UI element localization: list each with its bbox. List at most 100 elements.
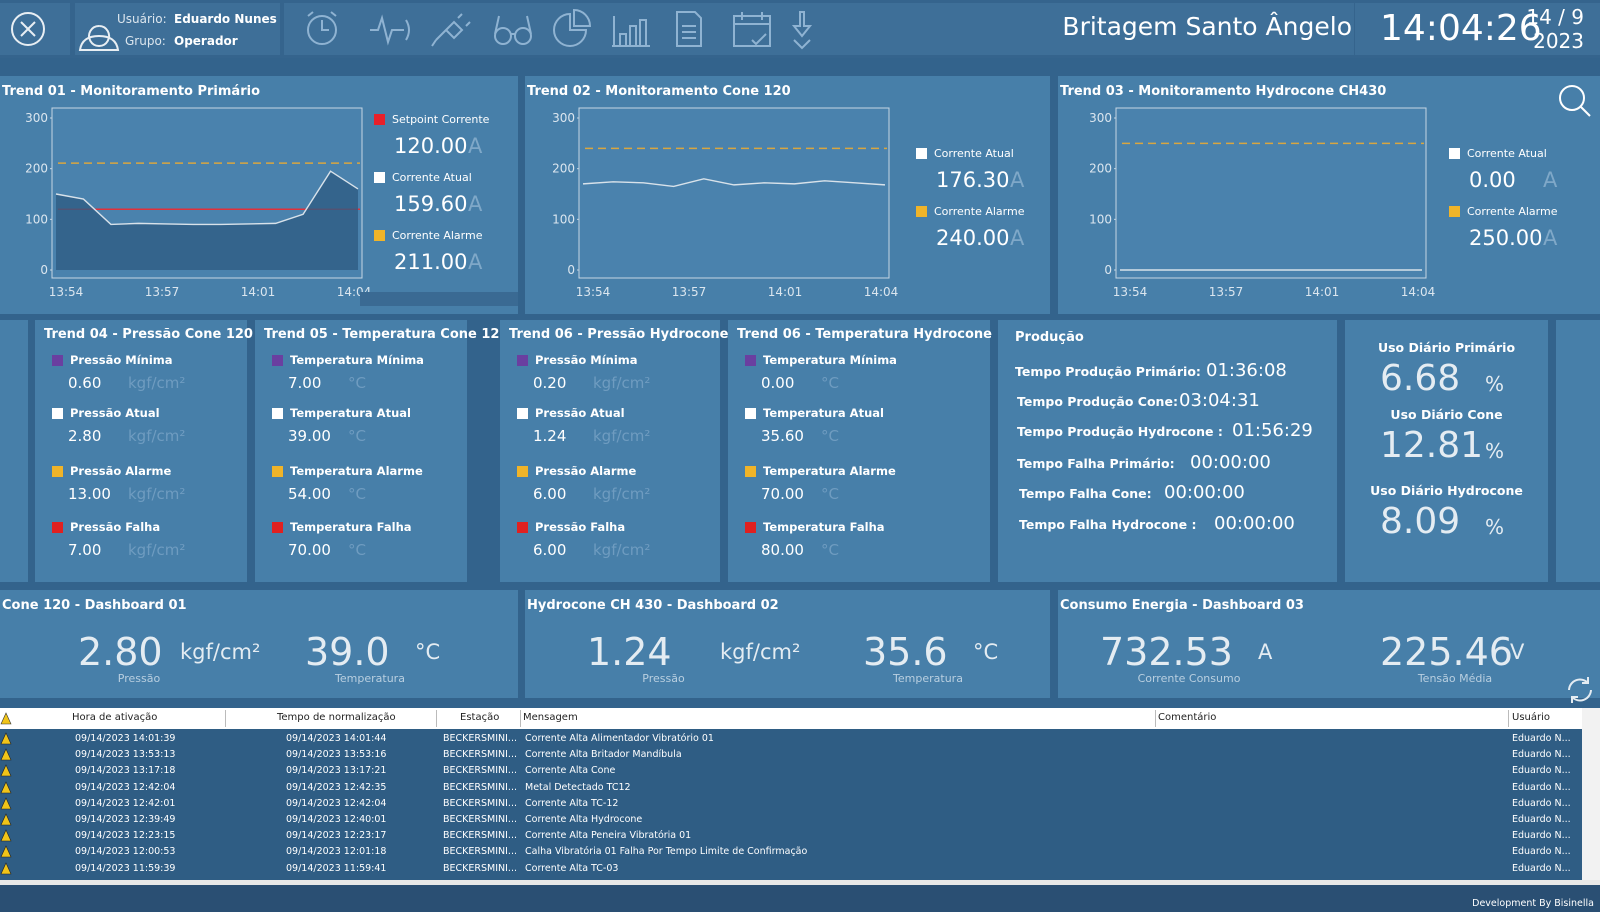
table-cell[interactable]: 09/14/2023 12:42:04 xyxy=(286,797,387,809)
table-cell[interactable]: 09/14/2023 14:01:44 xyxy=(286,733,387,744)
dashboard-value: 39.0 xyxy=(305,630,390,674)
trend-panel: Trend 01 - Monitoramento Primário 0 100 200… xyxy=(0,76,518,314)
column-header[interactable]: Hora de ativação xyxy=(72,712,158,723)
table-cell[interactable]: 09/14/2023 14:01:39 xyxy=(75,733,176,744)
table-cell[interactable]: BECKERSMINI... xyxy=(443,781,517,793)
table-cell[interactable]: Eduardo N... xyxy=(1512,846,1571,858)
column-header[interactable]: Estação xyxy=(460,712,500,723)
x-tick-label: 13:57 xyxy=(145,285,180,299)
x-tick-label: 14:04 xyxy=(864,285,899,299)
table-cell[interactable]: Eduardo N... xyxy=(1512,814,1571,825)
usage-label: Uso Diário Cone xyxy=(1390,407,1503,422)
table-cell[interactable]: 09/14/2023 13:17:18 xyxy=(75,765,176,777)
table-cell[interactable]: Eduardo N... xyxy=(1512,862,1571,874)
legend-name: Corrente Atual xyxy=(392,171,472,184)
toolbar-button[interactable] xyxy=(553,8,592,47)
table-cell[interactable]: Eduardo N... xyxy=(1512,749,1571,761)
table-cell[interactable]: Corrente Alta TC-12 xyxy=(525,797,619,809)
item-name: Pressão Atual xyxy=(70,406,160,420)
table-cell[interactable]: BECKERSMINI... xyxy=(443,830,517,842)
trend-panel: Trend 03 - Monitoramento Hydrocone CH430… xyxy=(1058,76,1600,314)
table-cell[interactable]: BECKERSMINI... xyxy=(443,733,517,744)
dashboard-panel: Hydrocone CH 430 - Dashboard 02 1.24 kgf/c… xyxy=(525,590,1050,698)
table-cell[interactable]: BECKERSMINI... xyxy=(443,797,517,809)
item-swatch xyxy=(52,408,63,419)
column-header[interactable]: Tempo de normalização xyxy=(277,712,396,723)
item-swatch xyxy=(52,355,63,366)
table-cell[interactable]: Corrente Alta Britador Mandíbula xyxy=(525,749,682,761)
table-cell[interactable]: Eduardo N... xyxy=(1512,765,1571,777)
search-button[interactable] xyxy=(1559,85,1591,117)
item-value: 6.00 xyxy=(533,541,567,559)
item-value: 70.00 xyxy=(761,485,804,503)
dashboard-panel: Cone 120 - Dashboard 01 2.80 kgf/cm² Pressã… xyxy=(0,590,518,698)
item-swatch xyxy=(517,466,528,477)
header-bar: Usuário: Eduardo Nunes Grupo: Operador Brita… xyxy=(0,0,1600,58)
column-header[interactable]: Mensagem xyxy=(523,712,578,723)
table-cell[interactable]: 09/14/2023 11:59:39 xyxy=(75,862,176,874)
table-cell[interactable]: Metal Detectado TC12 xyxy=(525,781,631,793)
usage-unit: % xyxy=(1485,439,1505,463)
usage-value: 12.81 xyxy=(1380,425,1484,466)
close-button[interactable] xyxy=(11,12,45,46)
column-header[interactable]: Usuário xyxy=(1512,712,1551,723)
table-cell[interactable]: Corrente Alta Alimentador Vibratório 01 xyxy=(525,733,714,744)
item-value: 54.00 xyxy=(288,485,331,503)
user-label: Usuário: xyxy=(117,12,167,26)
table-cell[interactable]: BECKERSMINI... xyxy=(443,749,517,761)
table-cell[interactable]: 09/14/2023 12:23:17 xyxy=(286,830,387,842)
table-cell[interactable]: Eduardo N... xyxy=(1512,781,1571,793)
table-cell[interactable]: 09/14/2023 12:23:15 xyxy=(75,830,176,842)
table-cell[interactable]: 09/14/2023 12:40:01 xyxy=(286,814,387,825)
production-value: 01:56:29 xyxy=(1232,420,1313,441)
y-tick-label: 100 xyxy=(1089,212,1112,226)
warn-icon xyxy=(0,797,12,810)
toolbar-button[interactable] xyxy=(791,11,813,50)
table-cell[interactable]: BECKERSMINI... xyxy=(443,846,517,858)
x-tick-label: 13:57 xyxy=(672,285,707,299)
toolbar-button[interactable] xyxy=(733,12,771,47)
table-cell[interactable]: 09/14/2023 12:42:35 xyxy=(286,781,387,793)
item-swatch xyxy=(745,355,756,366)
dashboard-value: 732.53 xyxy=(1100,630,1233,674)
toolbar-button[interactable] xyxy=(370,14,410,46)
dashboard-label: Corrente Consumo xyxy=(1137,672,1241,685)
table-cell[interactable]: Corrente Alta TC-03 xyxy=(525,862,619,874)
row-warn-icon xyxy=(0,748,12,761)
table-cell[interactable]: BECKERSMINI... xyxy=(443,862,517,874)
table-cell[interactable]: Calha Vibratória 01 Falha Por Tempo Limi… xyxy=(525,846,808,858)
x-tick-label: 13:54 xyxy=(576,285,611,299)
legend-name: Corrente Alarme xyxy=(1467,205,1558,218)
table-cell[interactable]: Corrente Alta Hydrocone xyxy=(525,814,643,825)
trend-title: Trend 01 - Monitoramento Primário xyxy=(2,84,261,99)
table-cell[interactable]: Corrente Alta Cone xyxy=(525,765,616,777)
item-name: Temperatura Atual xyxy=(290,406,411,420)
table-cell[interactable]: 09/14/2023 11:59:41 xyxy=(286,862,387,874)
table-cell[interactable]: 09/14/2023 13:17:21 xyxy=(286,765,387,777)
legend-unit: A xyxy=(468,250,483,274)
table-cell[interactable]: 09/14/2023 12:01:18 xyxy=(286,846,387,858)
toolbar-button[interactable] xyxy=(307,11,338,45)
toolbar-button[interactable] xyxy=(612,16,650,47)
item-swatch xyxy=(517,355,528,366)
table-cell[interactable]: 09/14/2023 13:53:13 xyxy=(75,749,176,761)
column-header[interactable]: Comentário xyxy=(1158,712,1217,723)
table-cell[interactable]: 09/14/2023 12:42:01 xyxy=(75,797,176,809)
toolbar-button[interactable] xyxy=(494,15,533,45)
table-cell[interactable]: 09/14/2023 12:00:53 xyxy=(75,846,176,858)
table-cell[interactable]: BECKERSMINI... xyxy=(443,814,517,825)
table-cell[interactable]: 09/14/2023 13:53:16 xyxy=(286,749,387,761)
toolbar-button[interactable] xyxy=(431,13,471,47)
toolbar-button[interactable] xyxy=(676,11,702,47)
table-cell[interactable]: 09/14/2023 12:42:04 xyxy=(75,781,176,793)
refresh-button[interactable] xyxy=(1563,673,1597,707)
table-cell[interactable]: Eduardo N... xyxy=(1512,830,1571,842)
table-cell[interactable]: Eduardo N... xyxy=(1512,733,1571,744)
production-label: Tempo Produção Primário: xyxy=(1015,364,1201,379)
legend-swatch xyxy=(374,230,385,241)
table-cell[interactable]: Corrente Alta Peneira Vibratória 01 xyxy=(525,830,692,842)
table-cell[interactable]: Eduardo N... xyxy=(1512,797,1571,809)
table-cell[interactable]: 09/14/2023 12:39:49 xyxy=(75,814,176,825)
legend-swatch xyxy=(916,206,927,217)
table-cell[interactable]: BECKERSMINI... xyxy=(443,765,517,777)
